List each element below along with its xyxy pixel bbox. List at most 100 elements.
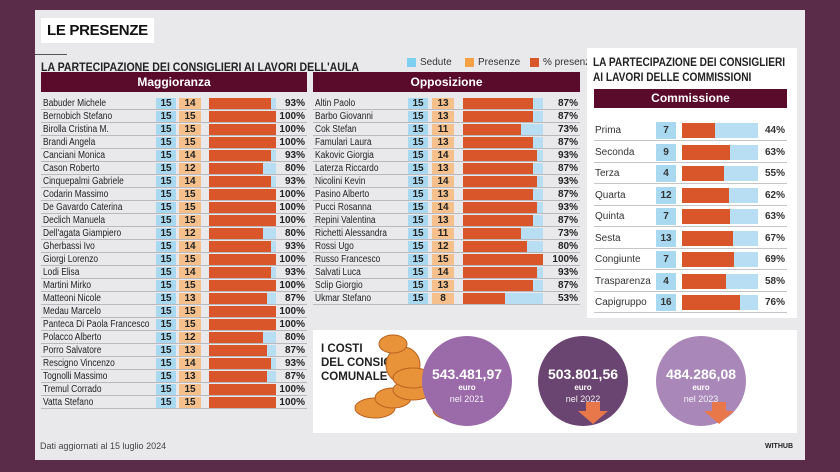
commission-name: Trasparenza bbox=[595, 275, 651, 287]
percent-bar bbox=[463, 124, 522, 135]
percent-bar bbox=[682, 187, 730, 203]
infographic-panel: LE PRESENZE LA PARTECIPAZIONE DEI CONSIG… bbox=[35, 10, 805, 460]
percent-bar-track bbox=[209, 332, 276, 343]
presenze-value: 13 bbox=[179, 293, 201, 304]
percent-bar-track bbox=[209, 319, 276, 330]
percent-bar bbox=[682, 273, 727, 289]
presenze-value: 13 bbox=[432, 111, 454, 122]
legend-item: % presenze bbox=[530, 57, 596, 68]
councillor-name: Sclip Giorgio bbox=[315, 280, 363, 291]
cost-unit: euro bbox=[458, 383, 476, 392]
percent-bar-track bbox=[463, 98, 543, 109]
percent-bar-track bbox=[209, 189, 276, 200]
percent-bar-track bbox=[209, 137, 276, 148]
percent-bar-track bbox=[682, 166, 758, 181]
percent-bar bbox=[209, 98, 272, 109]
presenze-value: 8 bbox=[432, 293, 454, 304]
divider bbox=[35, 54, 67, 55]
percent-bar-track bbox=[209, 111, 276, 122]
councillor-name: Codarin Massimo bbox=[43, 189, 109, 200]
percent-value: 58% bbox=[764, 275, 785, 287]
percent-bar bbox=[463, 111, 533, 122]
presenze-value: 13 bbox=[179, 345, 201, 356]
sedute-value: 15 bbox=[156, 319, 176, 330]
presenze-value: 13 bbox=[432, 280, 454, 291]
presenze-value: 14 bbox=[179, 98, 201, 109]
councillor-name: Dell'agata Giampiero bbox=[43, 228, 122, 239]
percent-bar-track bbox=[682, 144, 758, 160]
sedute-value: 15 bbox=[156, 163, 176, 174]
title-line: AI LAVORI DELLE COMMISSIONI bbox=[593, 72, 752, 84]
percent-bar bbox=[463, 150, 538, 161]
commission-name: Capigruppo bbox=[595, 297, 647, 308]
table-row: Richetti Alessandra 15 11 73% bbox=[313, 227, 580, 240]
sedute-value: 15 bbox=[156, 137, 176, 148]
percent-bar-track bbox=[209, 306, 276, 317]
group-header-opposizione: Opposizione bbox=[313, 72, 580, 92]
sedute-value: 15 bbox=[156, 358, 176, 369]
table-row: Babuder Michele 15 14 93% bbox=[41, 97, 307, 110]
presenze-value: 15 bbox=[179, 280, 201, 291]
sedute-value: 15 bbox=[156, 332, 176, 343]
legend-swatch bbox=[407, 58, 416, 67]
cost-value: 543.481,97 bbox=[431, 366, 503, 382]
table-row: Canciani Monica 15 14 93% bbox=[41, 149, 307, 162]
presenze-value: 13 bbox=[432, 137, 454, 148]
presenze-value: 15 bbox=[179, 137, 201, 148]
percent-bar bbox=[209, 280, 276, 291]
percent-bar bbox=[209, 215, 276, 226]
percent-bar-track bbox=[463, 241, 543, 252]
group-header-maggioranza: Maggioranza bbox=[41, 72, 307, 92]
councillor-name: Pasino Alberto bbox=[315, 189, 370, 200]
presenze-value: 15 bbox=[179, 202, 201, 213]
sedute-value: 15 bbox=[408, 241, 428, 252]
table-row: Brandi Angela 15 15 100% bbox=[41, 136, 307, 149]
percent-bar bbox=[209, 254, 276, 265]
commission-name: Terza bbox=[595, 168, 620, 179]
percent-bar bbox=[209, 137, 276, 148]
councillor-name: Brandi Angela bbox=[43, 137, 96, 148]
percent-bar-track bbox=[463, 150, 543, 161]
table-row: Russo Francesco 15 15 100% bbox=[313, 253, 580, 266]
percent-bar-track bbox=[463, 137, 543, 148]
percent-bar-track bbox=[209, 241, 276, 252]
percent-bar-track bbox=[209, 280, 276, 291]
percent-value: 87% bbox=[557, 98, 578, 109]
presenze-value: 14 bbox=[179, 267, 201, 278]
percent-value: 100% bbox=[279, 189, 305, 200]
percent-bar-track bbox=[209, 150, 276, 161]
commission-row: Quinta 7 63% bbox=[594, 206, 787, 227]
percent-bar bbox=[209, 124, 276, 135]
sedute-value: 15 bbox=[408, 202, 428, 213]
percent-bar bbox=[463, 163, 533, 174]
percent-value: 80% bbox=[284, 228, 305, 239]
councillor-name: Giorgi Lorenzo bbox=[43, 254, 99, 265]
percent-value: 87% bbox=[284, 345, 305, 356]
cost-year: nel 2023 bbox=[683, 394, 719, 404]
sedute-value: 15 bbox=[156, 384, 176, 395]
percent-value: 100% bbox=[279, 111, 305, 122]
commission-row: Trasparenza 4 58% bbox=[594, 271, 787, 292]
commission-row: Congiunte 7 69% bbox=[594, 249, 787, 270]
costi-panel: I COSTI DEL CONSIGLIO COMUNALE 543.481,9… bbox=[313, 330, 797, 433]
title-line: I COSTI bbox=[321, 343, 363, 355]
percent-bar-track bbox=[209, 228, 276, 239]
percent-value: 100% bbox=[279, 384, 305, 395]
table-row: Matteoni Nicole 15 13 87% bbox=[41, 292, 307, 305]
sedute-value: 15 bbox=[408, 293, 428, 304]
sedute-value: 15 bbox=[408, 176, 428, 187]
percent-value: 100% bbox=[279, 254, 305, 265]
arrow-down-icon bbox=[704, 402, 734, 424]
commission-row: Sesta 13 67% bbox=[594, 228, 787, 249]
councillor-name: Ukmar Stefano bbox=[315, 293, 372, 304]
councillor-name: Birolla Cristina M. bbox=[43, 124, 109, 135]
commissioni-title: LA PARTECIPAZIONE DEI CONSIGLIERI AI LAV… bbox=[593, 56, 787, 86]
percent-value: 80% bbox=[557, 241, 578, 252]
councillor-name: Lodi Elisa bbox=[43, 267, 80, 278]
page-title: LE PRESENZE bbox=[41, 18, 154, 43]
percent-bar bbox=[463, 202, 538, 213]
presenze-value: 11 bbox=[432, 124, 454, 135]
percent-bar bbox=[209, 332, 263, 343]
councillor-name: Bernobich Stefano bbox=[43, 111, 113, 122]
table-row: Medau Marcelo 15 15 100% bbox=[41, 305, 307, 318]
